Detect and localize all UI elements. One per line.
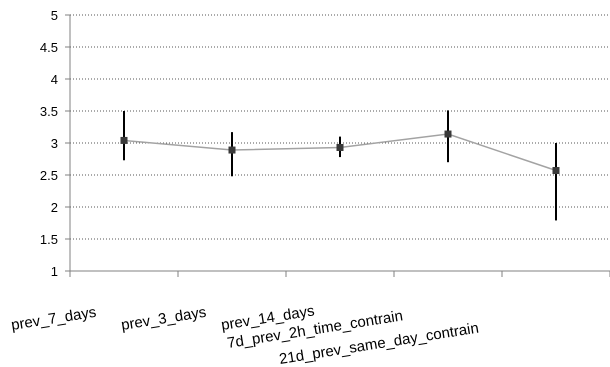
y-tick-label: 2 — [51, 200, 58, 215]
data-point — [336, 143, 344, 151]
y-tick-label: 3.5 — [40, 104, 58, 119]
x-tick-label: prev_7_days — [10, 304, 98, 334]
category-labels: prev_7_days prev_3_days prev_14_days7d_pre… — [10, 302, 480, 367]
y-tick-label: 1 — [51, 264, 58, 279]
x-tick-label: prev_3_days — [120, 304, 208, 334]
y-tick-label: 4.5 — [40, 40, 58, 55]
axes — [65, 14, 610, 277]
y-tick-label: 2.5 — [40, 168, 58, 183]
error-bars — [123, 110, 557, 221]
data-points — [120, 130, 560, 175]
data-point — [552, 167, 560, 175]
y-tick-label: 1.5 — [40, 232, 58, 247]
data-point — [228, 146, 236, 154]
y-tick-label: 5 — [51, 8, 58, 23]
y-tick-label: 3 — [51, 136, 58, 151]
data-point — [444, 130, 452, 138]
y-tick-labels: 1 1.5 2 2.5 3 3.5 4 4.5 5 — [40, 8, 58, 279]
grid-lines — [70, 14, 610, 240]
y-tick-label: 4 — [51, 72, 58, 87]
data-point — [120, 136, 128, 144]
